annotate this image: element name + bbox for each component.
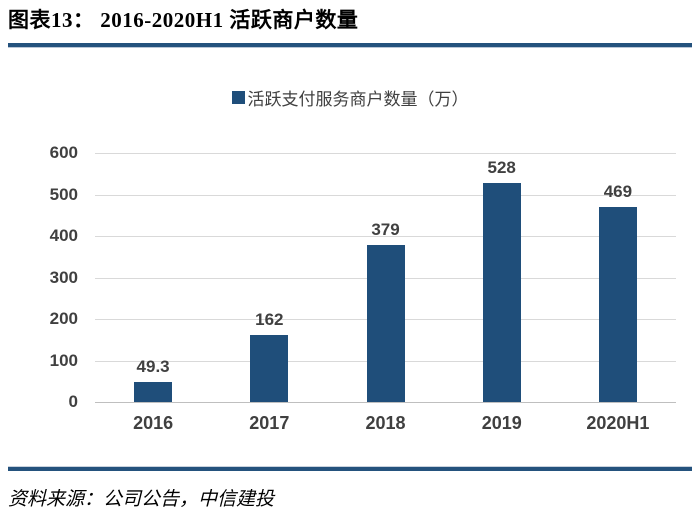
bar-2016 — [134, 381, 173, 402]
bar-slot: 379 — [327, 153, 443, 402]
gridline — [95, 153, 676, 154]
x-axis-labels: 2016 2017 2018 2019 2020H1 — [95, 413, 676, 434]
y-tick-label: 600 — [49, 143, 78, 162]
data-label: 379 — [371, 219, 400, 239]
title-divider-rule — [8, 43, 692, 48]
y-axis-labels: 0 100 200 300 400 500 600 — [0, 144, 78, 411]
x-tick-label: 2018 — [365, 413, 406, 433]
x-tick-label: 2017 — [249, 413, 290, 433]
gridline — [95, 194, 676, 196]
gridline — [95, 236, 676, 238]
y-tick-label: 0 — [68, 392, 78, 411]
bars-row: 49.3 162 379 528 469 — [95, 153, 676, 402]
legend-label: 活跃支付服务商户数量（万） — [247, 90, 469, 109]
bar-2018 — [366, 244, 405, 402]
bar-2019 — [482, 182, 521, 402]
bar-2017 — [250, 334, 289, 402]
bar-slot: 162 — [211, 153, 327, 402]
data-label: 49.3 — [136, 356, 170, 376]
footer-divider-rule — [8, 466, 692, 471]
data-label: 528 — [487, 157, 516, 177]
bar-slot: 49.3 — [95, 153, 211, 402]
data-label: 469 — [603, 182, 633, 202]
data-label: 162 — [255, 309, 284, 329]
x-tick-label: 2016 — [133, 413, 174, 433]
y-tick-label: 500 — [49, 184, 78, 204]
y-tick-label: 300 — [49, 267, 78, 287]
chart-legend: 活跃支付服务商户数量（万） — [0, 85, 700, 110]
x-tick-label: 2020H1 — [586, 413, 650, 433]
bar-2020H1 — [598, 207, 637, 402]
x-tick-label: 2019 — [481, 413, 522, 433]
source-note: 资料来源：公司公告，中信建投 — [8, 489, 275, 510]
y-tick-label: 200 — [49, 309, 78, 329]
plot-area: 49.3 162 379 528 469 — [95, 153, 676, 403]
bar-slot: 528 — [444, 153, 560, 402]
y-tick-label: 400 — [49, 226, 78, 246]
y-tick-label: 100 — [49, 350, 78, 370]
chart-title: 图表13： 2016-2020H1 活跃商户数量 — [8, 8, 359, 32]
legend-square-icon — [231, 91, 245, 104]
gridline — [95, 402, 676, 403]
bar-slot: 469 — [560, 153, 676, 402]
